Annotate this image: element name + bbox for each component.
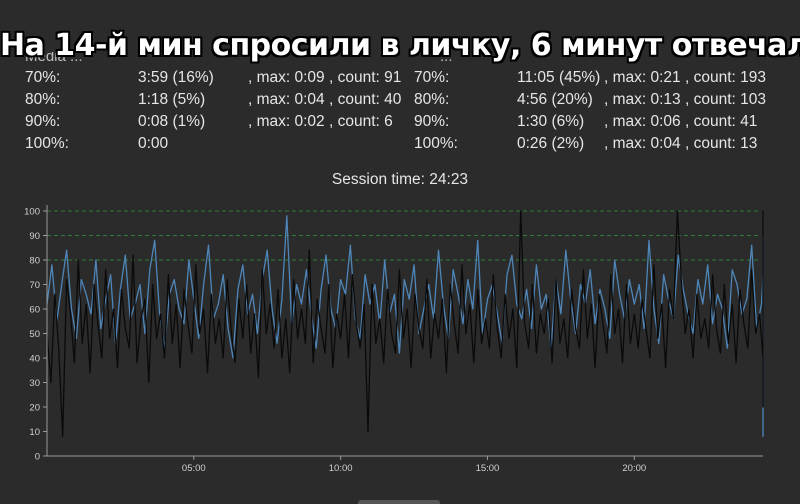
y-tick-label: 20 bbox=[29, 403, 40, 414]
threshold-value: 0:00 bbox=[138, 135, 169, 152]
x-tick-label: 10:00 bbox=[329, 463, 353, 474]
threshold-value: 4:56 (20%) bbox=[517, 91, 593, 108]
threshold-label: 100%: bbox=[25, 135, 69, 152]
y-tick-label: 40 bbox=[29, 354, 40, 365]
threshold-value: 3:59 (16%) bbox=[138, 69, 214, 86]
y-tick-label: 100 bbox=[24, 207, 40, 218]
threshold-label: 80%: bbox=[25, 91, 61, 108]
threshold-label: 70%: bbox=[414, 69, 450, 86]
y-tick-label: 90 bbox=[29, 231, 40, 242]
threshold-extra: , max: 0:13 , count: 103 bbox=[604, 91, 766, 108]
threshold-value: 1:30 (6%) bbox=[517, 113, 585, 130]
y-tick-label: 30 bbox=[29, 378, 40, 389]
threshold-extra: , max: 0:04 , count: 13 bbox=[604, 135, 758, 152]
threshold-extra: , max: 0:21 , count: 193 bbox=[604, 69, 766, 86]
y-tick-label: 10 bbox=[29, 427, 40, 438]
x-tick-label: 05:00 bbox=[182, 463, 206, 474]
right-panel-header: ... bbox=[440, 52, 453, 62]
threshold-value: 0:08 (1%) bbox=[138, 113, 206, 130]
y-tick-label: 70 bbox=[29, 280, 40, 291]
left-panel-header: Media ... bbox=[25, 52, 83, 62]
threshold-value: 0:26 (2%) bbox=[517, 135, 585, 152]
threshold-label: 100%: bbox=[414, 135, 458, 152]
threshold-extra: , max: 0:06 , count: 41 bbox=[604, 113, 758, 130]
y-tick-label: 60 bbox=[29, 305, 40, 316]
y-tick-label: 80 bbox=[29, 256, 40, 267]
threshold-label: 80%: bbox=[414, 91, 450, 108]
threshold-label: 90%: bbox=[25, 113, 61, 130]
x-tick-label: 15:00 bbox=[476, 463, 500, 474]
threshold-value: 1:18 (5%) bbox=[138, 91, 206, 108]
x-tick-label: 20:00 bbox=[622, 463, 646, 474]
threshold-extra: , max: 0:09 , count: 91 bbox=[248, 69, 402, 86]
y-tick-label: 0 bbox=[35, 452, 40, 463]
y-tick-label: 50 bbox=[29, 329, 40, 340]
threshold-extra: , max: 0:02 , count: 6 bbox=[248, 113, 393, 130]
threshold-label: 70%: bbox=[25, 69, 61, 86]
overlay-caption: На 14-й мин спросили в личку, 6 минут от… bbox=[0, 28, 800, 63]
scroll-handle[interactable] bbox=[358, 500, 440, 504]
threshold-extra: , max: 0:04 , count: 40 bbox=[248, 91, 402, 108]
series-line bbox=[46, 210, 764, 438]
threshold-label: 90%: bbox=[414, 113, 450, 130]
line-chart: 0 10 20 30 40 50 60 70 80 90 100 05:00 10:00 15:00 20:… bbox=[24, 205, 764, 474]
threshold-value: 11:05 (45%) bbox=[517, 69, 601, 86]
session-time: Session time: 24:23 bbox=[331, 171, 469, 188]
